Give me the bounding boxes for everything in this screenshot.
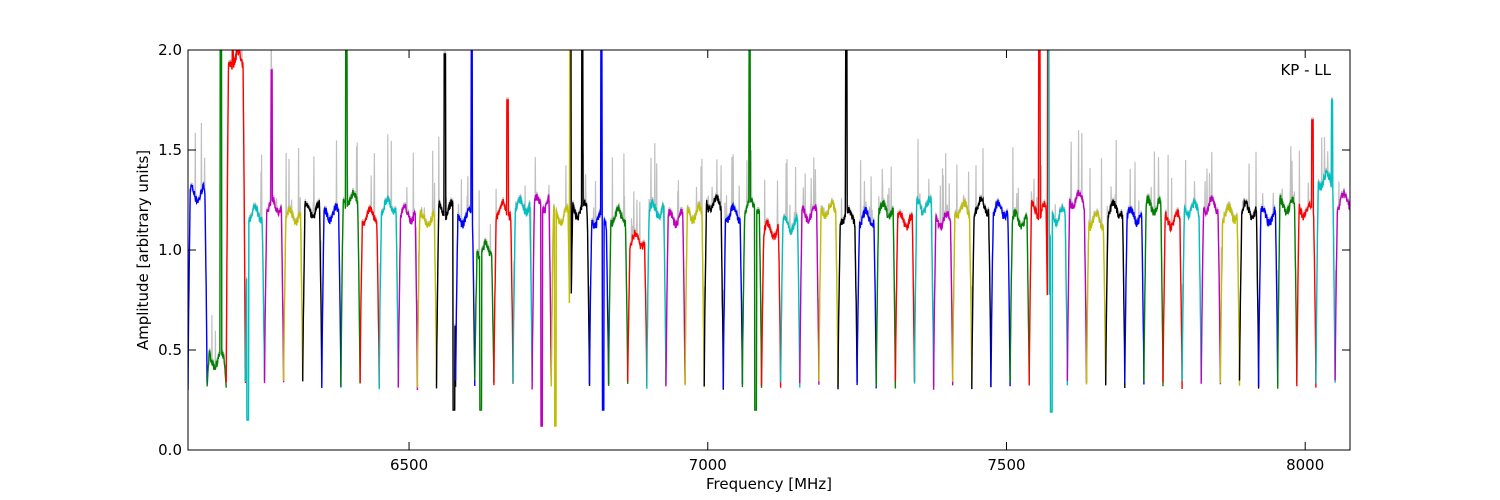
channel-series-4 <box>244 204 266 421</box>
channel-series-17 <box>493 99 514 386</box>
channel-series-24 <box>627 229 648 387</box>
channel-series-36 <box>856 205 877 389</box>
channel-series-15 <box>454 50 476 387</box>
channel-series-29 <box>722 201 744 389</box>
channel-series-41 <box>952 199 973 385</box>
y-tick-label-2: 2.0 <box>158 41 182 59</box>
channel-series-9 <box>340 50 361 388</box>
channel-series-3 <box>225 50 247 384</box>
channel-series-32 <box>779 214 801 388</box>
channel-series-25 <box>646 198 667 389</box>
channel-series-31 <box>760 219 782 388</box>
background-trace-10 <box>359 153 380 386</box>
channel-series-42 <box>971 196 992 390</box>
x-tick-label-7000: 7000 <box>689 456 727 474</box>
channel-series-43 <box>990 199 1011 387</box>
background-trace-29 <box>722 154 744 387</box>
background-trace-49 <box>1105 139 1126 387</box>
y-tick-label-0.5: 0.5 <box>158 341 182 359</box>
channel-series-35 <box>837 50 858 390</box>
channel-series-14 <box>435 53 457 411</box>
channel-series-60 <box>1315 99 1336 384</box>
channel-series-50 <box>1124 206 1145 385</box>
x-tick-label-6500: 6500 <box>390 456 428 474</box>
channel-series-49 <box>1104 199 1126 389</box>
channel-series-28 <box>703 193 724 390</box>
channel-series-5 <box>263 69 285 384</box>
channel-series-11 <box>378 195 399 390</box>
channel-series-27 <box>684 201 705 388</box>
channel-series-37 <box>875 200 897 389</box>
channel-series-6 <box>282 206 304 382</box>
axis-ticks: 6500 7000 7500 8000 0.0 0.5 1.0 1.5 2.0 <box>158 41 1350 474</box>
channel-series-13 <box>416 209 438 388</box>
channel-series-61 <box>1334 189 1350 381</box>
channel-series-10 <box>359 205 380 388</box>
channel-series-46 <box>1048 50 1069 413</box>
y-tick-label-1.5: 1.5 <box>158 141 182 159</box>
channel-series-8 <box>321 203 342 389</box>
channel-series-39 <box>913 195 935 386</box>
plot-background <box>188 50 1350 450</box>
y-tick-label-0: 0.0 <box>158 441 182 459</box>
channel-series-40 <box>932 211 954 390</box>
channel-series-19 <box>531 193 552 427</box>
channel-series-21 <box>570 50 591 386</box>
channel-series-33 <box>799 204 820 385</box>
channel-series-38 <box>894 211 916 382</box>
channel-series-57 <box>1257 205 1279 387</box>
channel-series-58 <box>1276 194 1298 389</box>
channel-series-18 <box>512 195 533 384</box>
y-axis-label: Amplitude [arbitrary units] <box>134 150 152 350</box>
channel-series-16 <box>474 239 495 411</box>
y-tick-label-1: 1.0 <box>158 241 182 259</box>
channel-series-20 <box>550 50 571 427</box>
channel-series-45 <box>1028 50 1049 386</box>
channel-series-23 <box>607 203 629 386</box>
x-tick-label-8000: 8000 <box>1286 456 1324 474</box>
chart-annotation: KP - LL <box>1280 61 1331 79</box>
channel-series-54 <box>1200 195 1222 385</box>
channel-series-53 <box>1181 197 1202 382</box>
channel-series-group <box>188 50 1350 427</box>
channel-series-47 <box>1066 189 1088 384</box>
channel-series-51 <box>1143 194 1164 387</box>
x-tick-label-7500: 7500 <box>987 456 1025 474</box>
channel-series-55 <box>1219 203 1241 386</box>
channel-series-59 <box>1296 119 1317 388</box>
channel-series-7 <box>302 200 323 386</box>
channel-series-56 <box>1238 198 1260 389</box>
channel-series-26 <box>665 208 686 387</box>
x-axis-label: Frequency [MHz] <box>706 475 832 493</box>
channel-series-48 <box>1085 210 1107 385</box>
background-trace-23 <box>607 153 629 384</box>
channel-series-44 <box>1009 209 1030 383</box>
channel-series-2 <box>206 50 227 388</box>
channel-series-52 <box>1162 209 1183 390</box>
channel-series-1 <box>188 181 208 391</box>
channel-series-34 <box>818 199 839 387</box>
channel-series-30 <box>741 50 763 411</box>
channel-series-22 <box>588 50 610 411</box>
channel-series-12 <box>397 203 419 391</box>
